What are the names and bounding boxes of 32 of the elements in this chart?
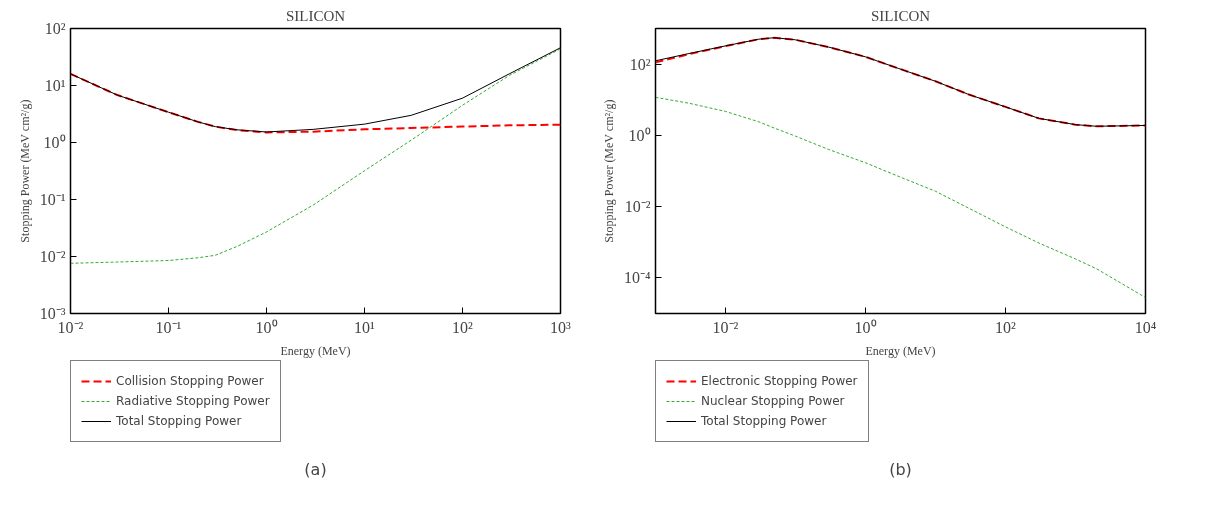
legend-label: Nuclear Stopping Power [701, 394, 845, 408]
text: (a) [304, 459, 327, 479]
x-tick-label: 10² [452, 318, 474, 336]
x-tick-label: 10¹ [354, 318, 376, 336]
x-tick-label: 10³ [550, 318, 572, 336]
y-tick-label: 10⁻² [624, 198, 651, 216]
y-tick-label: 10² [629, 55, 651, 73]
x-axis-title: Energy (MeV) [865, 343, 936, 358]
x-tick-label: 10⁰ [255, 318, 278, 336]
chart-title: SILICON [285, 7, 346, 24]
y-axis-title: Stopping Power (MeV cm²/g) [601, 99, 616, 243]
text: (b) [889, 459, 912, 479]
legend-label: Collision Stopping Power [116, 374, 264, 388]
y-tick-label: 10⁻² [39, 248, 66, 265]
y-tick-label: 10⁻¹ [39, 191, 66, 208]
legend-label: Total Stopping Power [116, 414, 242, 428]
x-tick-label: 10⁰ [854, 318, 877, 336]
legend-label: Total Stopping Power [701, 414, 827, 428]
x-tick-label: 10⁻² [712, 318, 739, 336]
legend-label: Radiative Stopping Power [116, 394, 270, 408]
y-tick-label: 10⁰ [628, 126, 651, 144]
y-tick-label: 10⁻⁴ [623, 269, 651, 287]
x-tick-label: 10² [995, 318, 1017, 336]
y-axis-title: Stopping Power (MeV cm²/g) [17, 99, 32, 243]
y-tick-label: 10¹ [44, 77, 66, 94]
x-axis-title: Energy (MeV) [280, 343, 351, 358]
y-tick-label: 10² [44, 20, 66, 37]
x-tick-label: 10⁻¹ [155, 318, 182, 336]
chart-title: SILICON [870, 7, 931, 24]
x-tick-label: 10⁴ [1134, 318, 1157, 336]
legend-label: Electronic Stopping Power [701, 374, 858, 388]
y-tick-label: 10⁰ [43, 134, 66, 151]
